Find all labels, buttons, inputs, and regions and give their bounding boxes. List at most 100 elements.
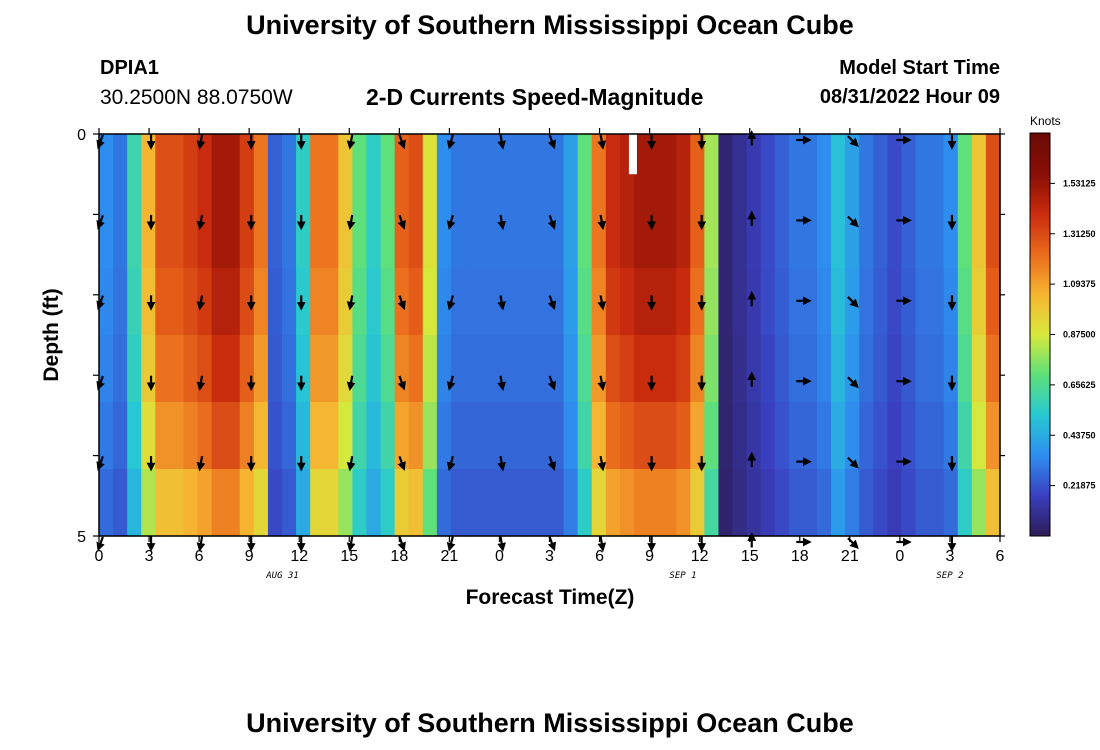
heatmap-cell [324,335,339,403]
heatmap-cell [676,469,691,537]
heatmap-cell [704,402,720,470]
heatmap-cell [211,201,227,269]
heatmap-cell [873,402,888,470]
heatmap-cell [549,134,565,202]
heatmap-cell [155,335,170,403]
heatmap-cell [788,469,804,537]
heatmap-cell [943,335,959,403]
heatmap-cell [591,402,607,470]
heatmap-cell [394,402,410,470]
heatmap-cell [802,134,818,202]
heatmap-cell [859,134,874,202]
heatmap-cell [718,402,734,470]
footer-title: University of Southern Mississippi Ocean… [246,708,854,738]
heatmap-cell [507,201,522,269]
heatmap-cell [662,201,677,269]
colorbar-tick-label: 0.43750 [1063,430,1096,440]
heatmap-cell [282,134,297,202]
heatmap-cell [746,469,762,537]
heatmap-cell [183,335,199,403]
heatmap-cell [422,469,438,537]
heatmap-cell [788,268,804,336]
colorbar-tick-label: 0.65625 [1063,380,1096,390]
heatmap-cell [788,134,804,202]
heatmap-cell [957,201,973,269]
heatmap-cell [338,201,354,269]
heatmap-cell [563,201,579,269]
heatmap-cell [957,134,973,202]
heatmap-cell [718,201,734,269]
current-vector-arrow [547,536,557,552]
heatmap-cell [465,134,480,202]
heatmap-cell [887,268,903,336]
heatmap-cell [915,335,931,403]
heatmap-cell [282,268,297,336]
heatmap-cell [239,268,255,336]
heatmap-cell [155,268,170,336]
current-vectors [96,130,957,552]
x-tick-label: 18 [791,548,809,565]
x-tick-label: 0 [495,548,504,565]
heatmap-cell [380,335,396,403]
heatmap-cell [127,268,142,336]
heatmap-cell [845,201,860,269]
chart-subtitle: 2-D Currents Speed-Magnitude [366,84,704,110]
heatmap-cell [887,335,903,403]
current-vector-arrow [597,134,607,150]
heatmap-cell [422,268,438,336]
heatmap-cell [605,134,621,202]
current-vector-arrow [196,375,206,391]
heatmap-cell [366,335,382,403]
heatmap-cell [662,268,677,336]
heatmap-cell [422,201,438,269]
heatmap-cell [971,134,987,202]
heatmap-cell [450,201,466,269]
heatmap-cell [239,201,255,269]
heatmap-cell [253,402,269,470]
heatmap-cell [324,268,339,336]
current-vector-arrow [446,375,456,391]
y-axis-label: Depth (ft) [40,288,63,381]
current-vector-arrow [397,536,406,552]
heatmap-cell [127,469,142,537]
x-tick-label: 3 [145,548,154,565]
current-vector-arrow [397,295,406,311]
heatmap-cell [746,335,762,403]
heatmap-cell [831,268,846,336]
heatmap-cell [282,335,297,403]
heatmap-cell [521,134,537,202]
current-vector-arrow [346,375,356,391]
heatmap-cell [338,469,354,537]
heatmap-cell [732,469,748,537]
heatmap-cell [577,268,593,336]
heatmap-cell [929,469,945,537]
heatmap-cell [324,134,339,202]
heatmap-cell [690,402,705,470]
x-tick-label: 9 [245,548,254,565]
heatmap-cell [282,201,297,269]
heatmap-cell [267,268,283,336]
heatmap-cell [619,268,635,336]
heatmap-cell [605,201,621,269]
heatmap-cell [394,335,410,403]
heatmap-cell [591,335,607,403]
current-vector-arrow [446,214,456,230]
heatmap-cell [788,402,804,470]
heatmap-cell [338,335,354,403]
heatmap-cell [450,335,466,403]
current-vector-arrow [497,134,506,150]
heatmap-cell [873,469,888,537]
heatmap-cell [394,134,410,202]
x-tick-label: 6 [595,548,604,565]
current-vector-arrow [497,536,506,552]
current-vector-arrow [346,295,356,311]
heatmap-cell [549,335,565,403]
heatmap-cell [99,469,114,537]
heatmap-cell [577,402,593,470]
date-label: SEP 1 [669,571,696,581]
heatmap-cell [535,335,551,403]
heatmap-cell [816,268,832,336]
heatmap-cell [141,268,156,336]
heatmap-cell [465,268,480,336]
heatmap-cell [211,469,227,537]
